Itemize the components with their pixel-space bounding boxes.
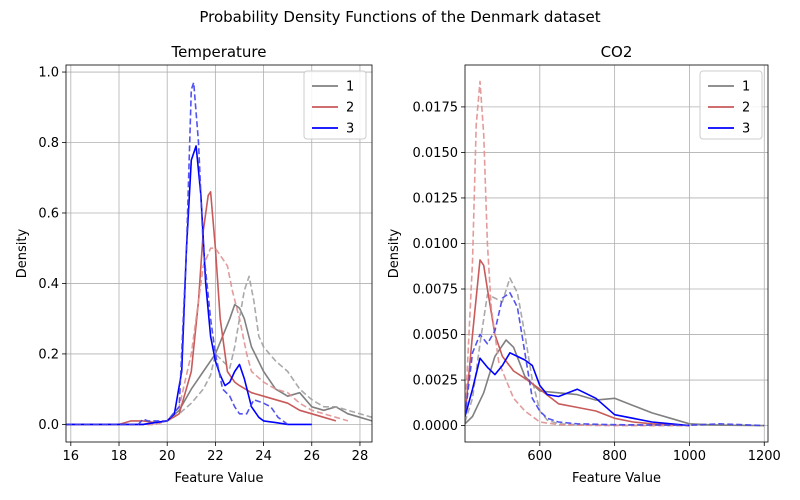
legend-label: 2: [742, 101, 750, 116]
legend: 1 2 3: [699, 70, 763, 140]
temperature-panel: 16 18 20 22 24 26 28 0.0 0.2 0.4 0.6 0.8 1.0 Temperat…: [15, 43, 373, 486]
panel-title: CO2: [601, 43, 633, 61]
y-tick-label: 0.0125: [413, 191, 459, 206]
legend-label: 2: [346, 101, 354, 116]
x-tick-label: 24: [255, 449, 272, 464]
y-tick-label: 0.0175: [413, 100, 459, 115]
series-2-solid-line: [66, 191, 337, 426]
y-tick-label: 0.0050: [413, 328, 459, 343]
legend-label: 1: [346, 80, 354, 95]
y-tick-label: 1.0: [38, 66, 59, 81]
figure-suptitle: Probability Density Functions of the Den…: [199, 8, 600, 26]
y-tick-label: 0.0: [38, 418, 59, 433]
x-tick-label: 16: [63, 449, 80, 464]
legend-label: 1: [742, 80, 750, 95]
legend-label: 3: [346, 122, 354, 137]
series-2-solid-line: [465, 259, 690, 427]
axes-frame: [65, 64, 373, 443]
y-tick-label: 0.4: [38, 277, 59, 292]
x-tick-label: 22: [207, 449, 224, 464]
series-2-dashed-line: [66, 247, 349, 426]
y-tick-label: 0.2: [38, 347, 59, 362]
x-tick-label: 1200: [748, 449, 781, 464]
y-tick-label: 0.6: [38, 206, 59, 221]
series-3-solid-line: [465, 351, 690, 427]
axes-frame: [464, 64, 769, 443]
y-tick-label: 0.0100: [413, 237, 459, 252]
x-tick-label: 18: [111, 449, 128, 464]
series-1-solid-line: [465, 339, 765, 427]
co2-panel: 600 800 1000 1200 0.0000 0.0025 0.0050 0.0075 0.…: [387, 43, 781, 486]
y-tick-label: 0.0150: [413, 146, 459, 161]
legend-box: [303, 70, 367, 140]
series-1-dashed-line: [465, 277, 690, 427]
series-2-dashed-line: [465, 80, 690, 427]
legend-box: [699, 70, 763, 140]
x-tick-label: 800: [602, 449, 627, 464]
x-tick-label: 1000: [673, 449, 706, 464]
y-tick-label: 0.8: [38, 136, 59, 151]
series-3-dashed-line: [66, 81, 289, 426]
x-tick-label: 28: [352, 449, 369, 464]
y-axis-label: Density: [15, 228, 30, 278]
x-axis-label: Feature Value: [572, 471, 661, 486]
x-tick-label: 26: [303, 449, 320, 464]
y-tick-label: 0.0075: [413, 283, 459, 298]
panel-title: Temperature: [170, 43, 266, 61]
series-1-solid-line: [66, 303, 372, 426]
y-tick-label: 0.0025: [413, 374, 459, 389]
x-tick-label: 20: [159, 449, 176, 464]
legend: 1 2 3: [303, 70, 367, 140]
y-tick-label: 0.0000: [413, 419, 459, 434]
y-axis-label: Density: [387, 228, 402, 278]
legend-label: 3: [742, 122, 750, 137]
series-3-dashed-line: [465, 291, 765, 427]
x-axis-label: Feature Value: [175, 471, 264, 486]
x-tick-label: 600: [527, 449, 552, 464]
